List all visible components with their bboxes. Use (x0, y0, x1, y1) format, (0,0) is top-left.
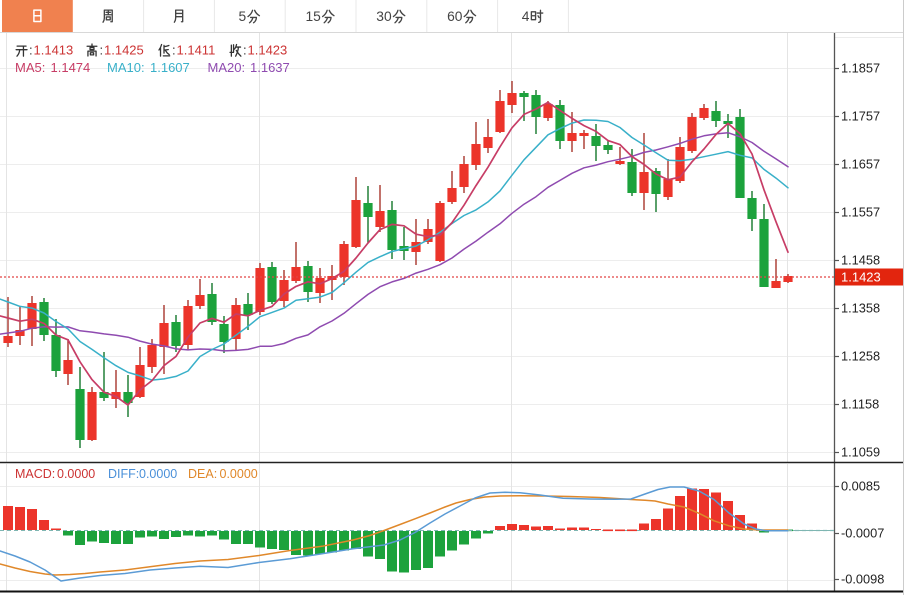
svg-text:15: 15 (306, 9, 322, 24)
svg-text:1.1158: 1.1158 (841, 397, 879, 412)
svg-text:1.1657: 1.1657 (841, 157, 880, 172)
svg-text:1.1757: 1.1757 (841, 109, 880, 124)
svg-text:1.1358: 1.1358 (841, 301, 880, 316)
svg-text:0.0000: 0.0000 (139, 467, 177, 481)
svg-text:4: 4 (522, 9, 530, 24)
svg-text:60: 60 (447, 9, 463, 24)
svg-text:1.1425: 1.1425 (104, 43, 144, 58)
svg-text:1.1413: 1.1413 (34, 43, 74, 58)
svg-text:1.1637: 1.1637 (250, 60, 290, 75)
svg-text:1.1607: 1.1607 (150, 60, 190, 75)
svg-text:1.1557: 1.1557 (841, 205, 880, 220)
svg-text:1.1258: 1.1258 (841, 349, 880, 364)
svg-text:MACD:: MACD: (15, 467, 55, 481)
svg-text:1.1857: 1.1857 (841, 61, 880, 76)
svg-text::: : (172, 43, 176, 58)
svg-text:1.1423: 1.1423 (248, 43, 288, 58)
svg-text:MA5:: MA5: (15, 60, 45, 75)
svg-text:DEA:: DEA: (188, 467, 217, 481)
svg-text:1.1458: 1.1458 (841, 253, 880, 268)
svg-text:MA20:: MA20: (208, 60, 246, 75)
svg-text:30: 30 (376, 9, 392, 24)
svg-text:1.1411: 1.1411 (177, 43, 216, 58)
svg-text:0.0000: 0.0000 (57, 467, 95, 481)
svg-text:0.0000: 0.0000 (220, 467, 258, 481)
svg-text:1.1474: 1.1474 (51, 60, 91, 75)
svg-text:5: 5 (239, 9, 247, 24)
svg-text::: : (243, 43, 247, 58)
svg-text:1.1059: 1.1059 (841, 445, 880, 460)
svg-text:DIFF:: DIFF: (108, 467, 139, 481)
svg-text:-0.0007: -0.0007 (841, 526, 884, 541)
svg-text:1.1423: 1.1423 (841, 270, 881, 285)
svg-text:0.0085: 0.0085 (841, 479, 880, 494)
svg-text::: : (100, 43, 104, 58)
svg-text::: : (29, 43, 33, 58)
svg-text:-0.0098: -0.0098 (841, 572, 884, 587)
svg-text:MA10:: MA10: (107, 60, 145, 75)
